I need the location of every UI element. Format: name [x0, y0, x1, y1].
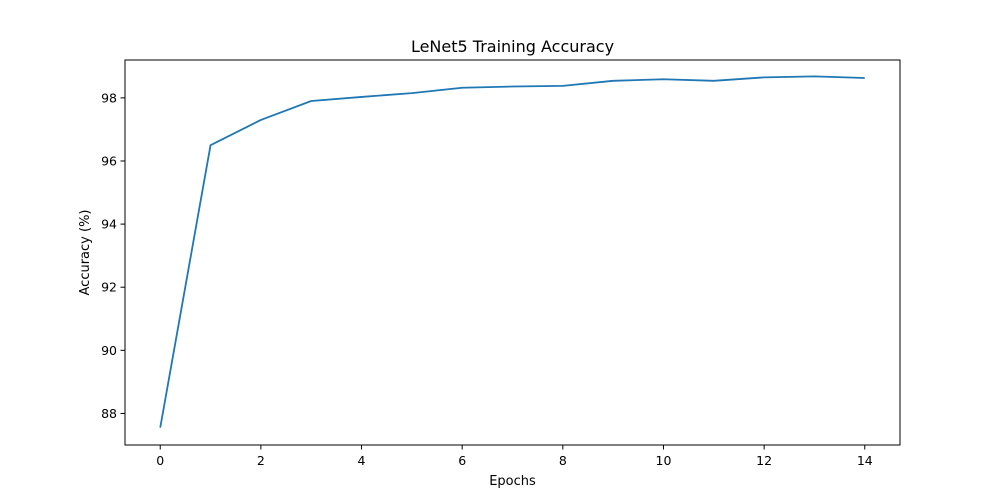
- x-tick-label-4: 4: [358, 453, 366, 468]
- y-tick-label-96: 96: [101, 153, 117, 168]
- y-tick-label-92: 92: [101, 280, 117, 295]
- x-tick-label-6: 6: [458, 453, 466, 468]
- y-tick-label-98: 98: [101, 90, 117, 105]
- series-line-0: [159, 75, 865, 428]
- chart-title: LeNet5 Training Accuracy: [411, 37, 614, 56]
- y-axis-label: Accuracy (%): [78, 210, 93, 296]
- axes-frame: [124, 59, 901, 446]
- y-tick-label-90: 90: [101, 343, 117, 358]
- x-axis-label: Epochs: [489, 474, 536, 489]
- plot-area: 0 2 4 6 8 10 12 14 88 90 92 94 96 98: [101, 59, 901, 468]
- x-tick-label-14: 14: [857, 453, 873, 468]
- y-tick-label-88: 88: [101, 406, 117, 421]
- x-tick-label-10: 10: [656, 453, 672, 468]
- x-tick-label-0: 0: [156, 453, 164, 468]
- x-tick-label-12: 12: [756, 453, 772, 468]
- x-tick-label-2: 2: [257, 453, 265, 468]
- x-tick-label-8: 8: [559, 453, 567, 468]
- y-tick-label-94: 94: [101, 217, 117, 232]
